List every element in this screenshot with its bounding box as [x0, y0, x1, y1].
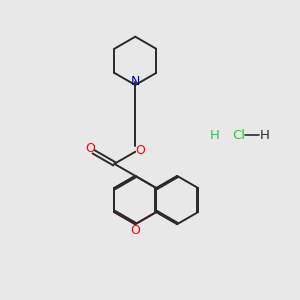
Text: O: O	[135, 144, 145, 157]
Text: H: H	[260, 129, 270, 142]
Text: Cl: Cl	[232, 129, 245, 142]
Text: O: O	[130, 224, 140, 237]
Text: N: N	[130, 75, 140, 88]
Text: H: H	[210, 129, 220, 142]
Text: O: O	[85, 142, 95, 155]
